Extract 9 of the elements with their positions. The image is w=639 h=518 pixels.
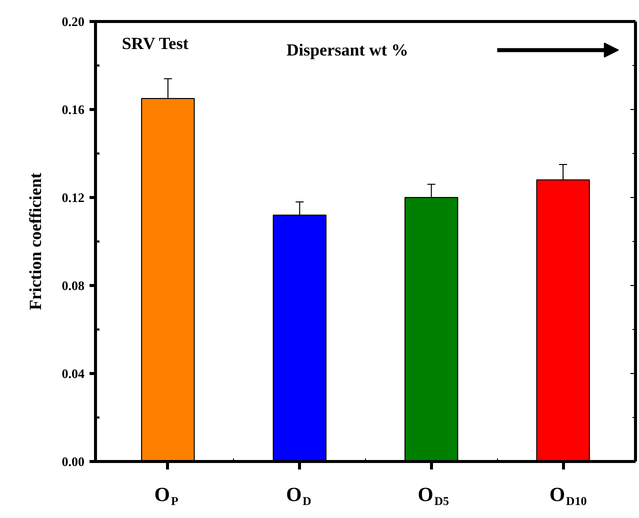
y-tick-label: 0.12 bbox=[62, 190, 84, 205]
y-tick-label: 0.00 bbox=[62, 454, 84, 469]
y-tick-label: 0.08 bbox=[62, 278, 85, 293]
y-tick-label: 0.16 bbox=[62, 102, 85, 117]
annotation: SRV Test bbox=[122, 34, 189, 53]
y-tick-label: 0.04 bbox=[62, 366, 85, 381]
y-tick-label: 0.20 bbox=[62, 14, 84, 29]
y-axis-title: Friction coefficient bbox=[26, 172, 45, 310]
annotation: Dispersant wt % bbox=[286, 40, 408, 60]
